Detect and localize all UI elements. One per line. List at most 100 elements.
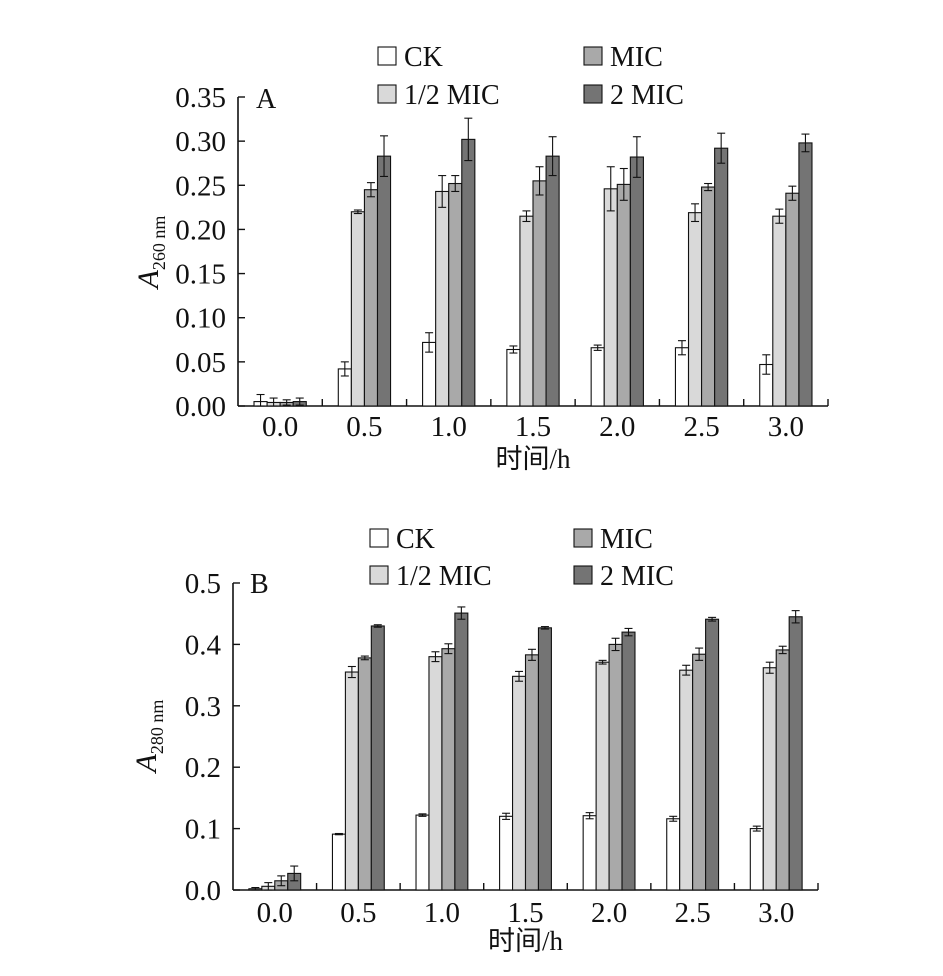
bar-1-2-mic [350,211,365,407]
bar-2-mic [461,138,476,407]
legend-label: 1/2 MIC [404,80,500,111]
legend-swatch [377,84,397,104]
y-axis-title-main: A [130,753,163,774]
bar-ck [674,347,690,407]
legend-swatch [583,46,603,66]
y-axis-title: A280 nm [130,700,167,775]
bar-1-2-mic [679,669,694,891]
bar-mic [785,192,800,407]
y-axis-title-main: A [132,269,165,290]
x-tick-label: 0.5 [340,897,376,929]
bar-ck [666,818,681,891]
legend-swatch [369,565,389,585]
bar-1-2-mic [344,671,359,891]
bar-1-2-mic [428,656,443,891]
x-tick-label: 1.5 [515,411,551,443]
bar-2-mic [454,612,469,891]
y-tick-label: 0.3 [185,691,221,723]
legend-label: MIC [610,42,663,73]
bar-ck [499,815,514,891]
x-tick-label: 0.0 [262,411,298,443]
bar-1-2-mic [435,190,450,407]
y-tick-label: 0.5 [185,568,221,600]
x-tick-label: 3.0 [768,411,804,443]
bar-1-2-mic [511,675,527,891]
bar-mic [775,649,790,891]
y-axis-title: A260 nm [132,216,169,291]
legend: CK MIC 1/2 MIC 2 MIC [377,42,684,111]
y-axis-title-sub: 260 nm [149,216,169,271]
bar-2-mic [629,156,644,407]
bar-2-mic [714,147,729,407]
y-tick-label: 0.2 [185,752,221,784]
bar-1-2-mic [762,667,777,891]
x-tick-label: 1.5 [507,897,543,929]
bar-2-mic [370,625,385,891]
bar-2-mic [537,627,552,891]
x-tick-label: 0.5 [346,411,382,443]
y-tick-label: 0.25 [175,170,226,202]
x-tick-label: 2.5 [675,897,711,929]
legend-swatch [583,84,603,104]
bar-2-mic [788,616,803,891]
bar-ck [331,833,346,891]
y-tick-label: 0.35 [175,82,226,114]
bar-mic [357,657,372,891]
panel-label: B [250,569,269,600]
x-axis-title: 时间/h [488,926,564,956]
bar-1-2-mic [595,661,610,891]
bar-mic [441,648,456,891]
bar-mic [692,653,707,891]
legend: CK MIC 1/2 MIC 2 MIC [369,524,674,592]
y-tick-label: 0.00 [175,391,226,423]
y-tick-label: 0.20 [175,214,226,246]
bar-mic [616,183,631,407]
bar-2-mic [798,142,813,407]
bar-mic [532,180,547,407]
panel-label: A [256,84,277,115]
bar-ck [415,814,430,891]
bar-1-2-mic [772,215,787,407]
legend-swatch [377,46,397,66]
chart-panel-A: 0.00 0.05 0.10 0.15 0.20 0.25 0.30 0.35 0.0 0.5 1.… [132,42,829,474]
y-tick-label: 0.15 [175,259,226,291]
bar-1-2-mic [519,215,534,407]
legend-label: 1/2 MIC [396,561,492,592]
x-tick-label: 1.0 [424,897,460,929]
bar-mic [608,643,623,891]
legend-label: CK [404,42,443,73]
bar-ck [506,348,521,407]
bar-mic [701,186,716,407]
bar-1-2-mic [687,212,703,407]
x-tick-label: 2.0 [599,411,635,443]
bar-2-mic [705,618,720,891]
bar-1-2-mic [603,188,618,407]
bar-2-mic [376,155,392,407]
x-tick-label: 2.0 [591,897,627,929]
bar-mic [448,182,463,407]
bar-2-mic [621,631,636,891]
y-tick-label: 0.4 [185,629,222,661]
bar-2-mic [545,155,560,407]
chart-panel-B: 0.0 0.1 0.2 0.3 0.4 0.5 0.0 0.5 1.0 1.5 2.0 2.5 3.0 B… [130,524,819,956]
y-tick-label: 0.0 [185,875,221,907]
bar-ck [590,347,605,407]
legend-swatch [573,528,593,548]
y-axis-title-sub: 280 nm [147,700,167,755]
bar-ck [749,828,764,891]
legend-label: MIC [600,524,653,555]
y-tick-label: 0.1 [185,814,221,846]
legend-swatch [369,528,389,548]
x-tick-label: 1.0 [431,411,467,443]
x-tick-label: 0.0 [257,897,293,929]
y-tick-label: 0.05 [175,347,226,379]
bar-mic [524,654,540,891]
y-tick-label: 0.10 [175,303,226,335]
bar-mic [363,189,379,407]
legend-label: 2 MIC [600,561,674,592]
bar-ck [582,815,597,891]
legend-label: 2 MIC [610,80,684,111]
legend-swatch [573,565,593,585]
legend-label: CK [396,524,435,555]
